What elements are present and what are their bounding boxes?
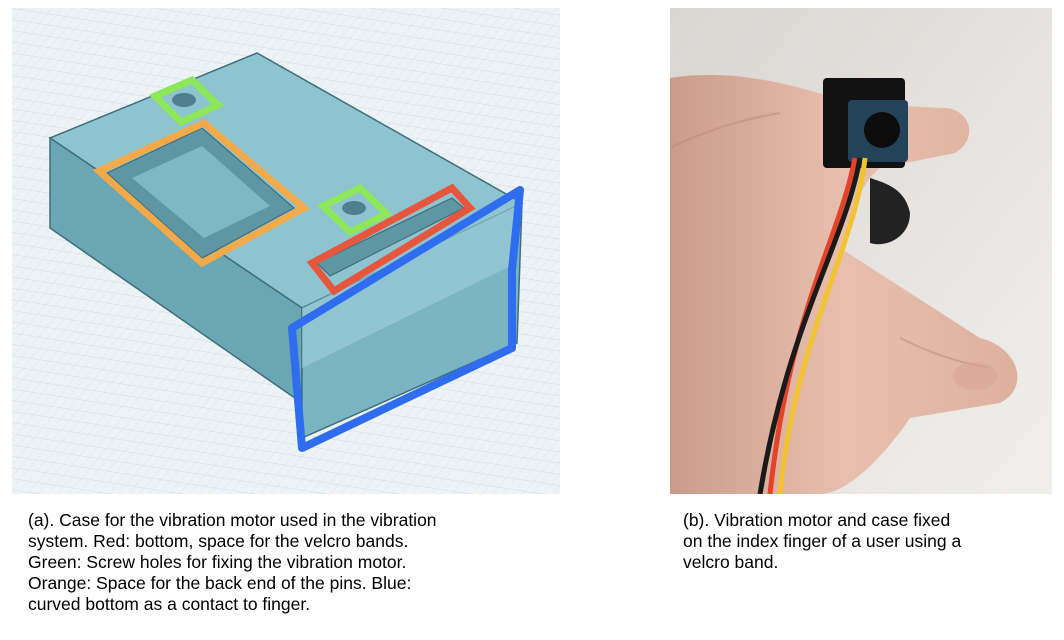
red-wire — [767, 157, 858, 494]
panel-b-photo — [670, 8, 1052, 494]
hand — [670, 74, 1018, 494]
caption-b: (b). Vibration motor and case fixed on t… — [683, 510, 962, 572]
blue-highlight-curved-bottom — [288, 186, 524, 452]
green-highlight-screw-1 — [148, 75, 225, 127]
caption-a: (a). Case for the vibration motor used i… — [28, 510, 437, 614]
thumbnail — [953, 362, 997, 390]
cad-render-svg — [12, 8, 560, 494]
vibration-motor — [864, 112, 900, 148]
orange-highlight-pin-space — [92, 118, 311, 268]
yellow-wire — [777, 157, 868, 494]
screw-hole-1 — [172, 93, 196, 107]
velcro-band — [870, 178, 910, 245]
panel-a-cad-render — [12, 8, 560, 494]
curved-bottom-shade — [302, 203, 517, 368]
screw-hole-2 — [342, 201, 366, 215]
green-highlight-screw-2 — [316, 183, 394, 237]
pin-cavity-floor — [132, 146, 270, 238]
red-highlight-velcro-space — [306, 183, 476, 296]
finger-photo-svg — [670, 8, 1052, 494]
black-wire — [757, 157, 863, 494]
